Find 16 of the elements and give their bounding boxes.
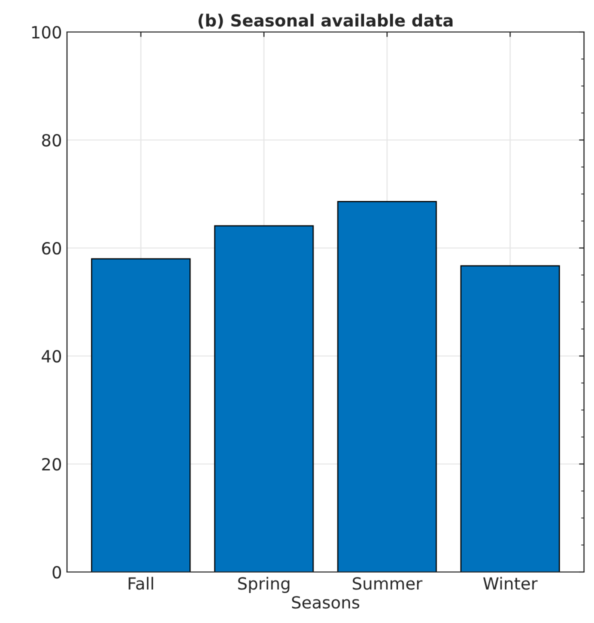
y-tick-label: 80 (42, 134, 62, 147)
y-tick-label: 0 (52, 566, 62, 579)
x-tick-label: Spring (238, 576, 290, 593)
bar (214, 225, 314, 572)
x-tick-label: Fall (128, 576, 154, 590)
bar (337, 201, 437, 572)
chart-title: (b) Seasonal available data (198, 14, 453, 29)
x-axis-title: Seasons (292, 596, 360, 609)
y-tick-label: 40 (42, 350, 62, 363)
x-tick-label: Winter (483, 576, 538, 590)
x-tick-label: Summer (352, 577, 422, 590)
y-tick-label: 60 (42, 242, 62, 255)
bar (460, 265, 560, 572)
y-tick-label: 20 (42, 458, 62, 471)
y-tick-label: 100 (32, 26, 62, 39)
bar (91, 258, 191, 572)
